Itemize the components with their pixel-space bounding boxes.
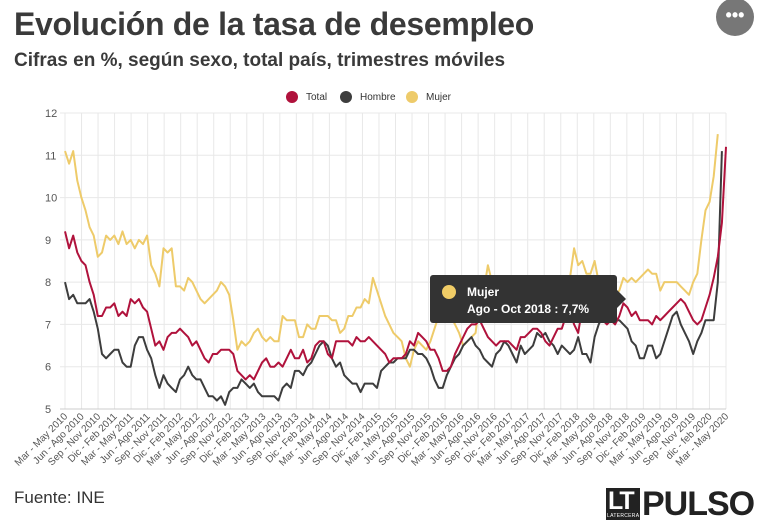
y-tick-label: 5 (45, 404, 51, 416)
chart-title: Evolución de la tasa de desempleo (14, 6, 535, 42)
y-tick-label: 7 (45, 319, 51, 331)
legend-marker-mujer[interactable] (406, 91, 418, 103)
tooltip-value: Ago - Oct 2018 : 7,7% (467, 302, 590, 316)
context-menu-button[interactable]: ••• (716, 0, 754, 36)
legend-label-hombre[interactable]: Hombre (360, 92, 396, 103)
source-note: Fuente: INE (14, 488, 105, 507)
y-tick-label: 8 (45, 277, 51, 289)
legend-marker-total[interactable] (286, 91, 298, 103)
legend-label-total[interactable]: Total (306, 92, 327, 103)
tooltip-series-marker (442, 285, 456, 299)
y-tick-label: 12 (45, 108, 57, 120)
latercera-pulso-logo[interactable]: LT LATERCERA PULSO (606, 485, 755, 523)
chart-subtitle: Cifras en %, según sexo, total país, tri… (14, 50, 506, 71)
tooltip-series-name: Mujer (467, 285, 500, 299)
legend-label-mujer[interactable]: Mujer (426, 92, 452, 103)
y-tick-label: 10 (45, 193, 57, 205)
series-line-mujer[interactable] (64, 134, 719, 368)
pulso-wordmark: PULSO (642, 485, 755, 523)
legend-marker-hombre[interactable] (340, 91, 352, 103)
hover-tooltip: Mujer Ago - Oct 2018 : 7,7% (430, 275, 626, 323)
y-tick-label: 9 (45, 235, 51, 247)
y-tick-label: 11 (45, 150, 56, 162)
series-line-total[interactable] (64, 146, 727, 381)
y-tick-label: 6 (45, 362, 51, 374)
lt-logo-mark: LT LATERCERA (606, 487, 640, 520)
